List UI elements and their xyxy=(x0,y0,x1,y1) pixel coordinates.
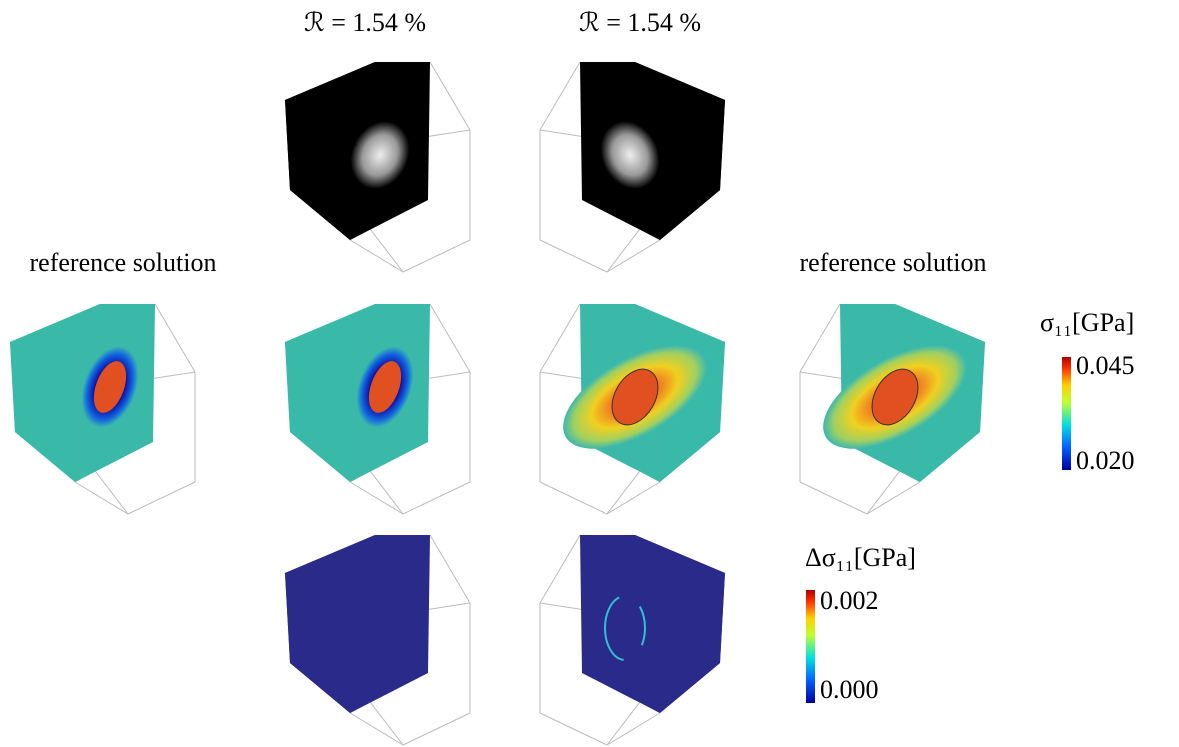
wireframe xyxy=(128,482,195,514)
cube-render xyxy=(285,62,470,272)
cube-render xyxy=(540,304,725,514)
reference-label: reference solution xyxy=(800,248,987,277)
wireframe xyxy=(540,62,580,130)
wireframe xyxy=(800,304,840,372)
cube-render xyxy=(285,304,470,514)
cube-render xyxy=(800,304,985,514)
wireframe xyxy=(430,304,470,372)
cube-render xyxy=(540,62,725,272)
wireframe xyxy=(867,482,920,514)
colorbar-min: 0.020 xyxy=(1076,446,1135,475)
wireframe xyxy=(350,240,403,272)
colorbar-max: 0.045 xyxy=(1076,351,1135,380)
colorbar-title: Δσ₁₁[GPa] xyxy=(805,543,916,572)
wireframe xyxy=(540,240,607,272)
reference-label: reference solution xyxy=(30,248,217,277)
column-label: ℛ = 1.54 % xyxy=(304,8,426,37)
wireframe xyxy=(540,482,607,514)
colorbar-max: 0.002 xyxy=(820,586,879,615)
wireframe xyxy=(403,482,470,514)
colorbar xyxy=(806,590,815,703)
wireframe xyxy=(350,482,403,514)
colorbar-min: 0.000 xyxy=(820,675,879,704)
wireframe xyxy=(607,240,660,272)
wireframe xyxy=(403,713,470,745)
column-label: ℛ = 1.54 % xyxy=(579,8,701,37)
figure: ℛ = 1.54 % ℛ = 1.54 % reference solution… xyxy=(0,0,1179,747)
wireframe xyxy=(350,713,403,745)
cube-render xyxy=(540,535,725,745)
wireframe xyxy=(155,304,195,372)
cube-render xyxy=(285,535,470,745)
wireframe xyxy=(75,482,128,514)
wireframe xyxy=(800,482,867,514)
wireframe xyxy=(607,713,660,745)
wireframe xyxy=(430,535,470,603)
colorbar xyxy=(1062,357,1071,470)
wireframe xyxy=(540,713,607,745)
renders xyxy=(10,62,985,745)
cube-render xyxy=(10,304,195,514)
wireframe xyxy=(540,535,580,603)
wireframe xyxy=(403,240,470,272)
wireframe xyxy=(540,304,580,372)
wireframe xyxy=(607,482,660,514)
colorbar-title: σ₁₁[GPa] xyxy=(1040,308,1134,337)
wireframe xyxy=(430,62,470,130)
